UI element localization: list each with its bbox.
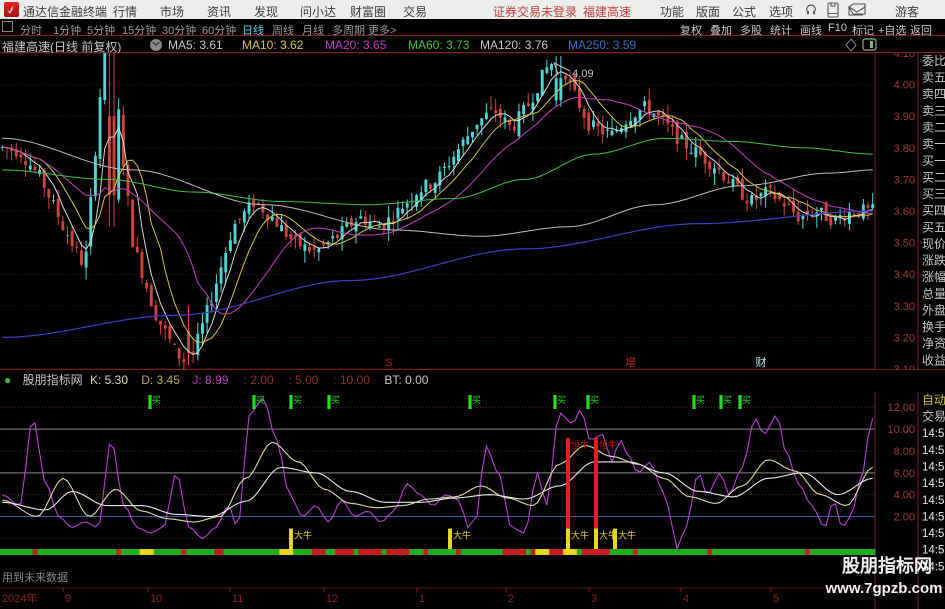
svg-text:增: 增 (625, 355, 636, 369)
svg-text:3.20: 3.20 (894, 332, 915, 344)
svg-text:外盘: 外盘 (922, 302, 945, 317)
svg-text:2: 2 (508, 593, 514, 605)
svg-text:净资: 净资 (922, 337, 945, 351)
svg-text:: 5.00: : 5.00 (288, 373, 318, 387)
svg-text:2.00: 2.00 (894, 512, 915, 524)
svg-text:4.00: 4.00 (894, 490, 915, 502)
svg-text:3.30: 3.30 (894, 301, 915, 313)
svg-text:买: 买 (557, 395, 566, 405)
svg-text:3.70: 3.70 (894, 174, 915, 186)
svg-text:收益: 收益 (922, 353, 945, 367)
svg-text:14:56: 14:56 (922, 462, 945, 474)
svg-text:自动: 自动 (922, 393, 945, 407)
svg-text:大牛: 大牛 (571, 530, 589, 541)
svg-text:14:56: 14:56 (922, 495, 945, 507)
svg-text:卖一: 卖一 (922, 137, 945, 151)
svg-text:12.00: 12.00 (887, 402, 915, 414)
svg-text:涨幅: 涨幅 (922, 269, 945, 284)
svg-text:14:56: 14:56 (922, 528, 945, 540)
svg-text:14:56: 14:56 (922, 545, 945, 557)
svg-text:买: 买 (152, 395, 161, 405)
svg-text:www.7gpzb.com: www.7gpzb.com (825, 580, 943, 597)
svg-text:1: 1 (419, 593, 425, 605)
svg-text:3.50: 3.50 (894, 238, 915, 250)
svg-text:: 2.00: : 2.00 (244, 373, 274, 387)
svg-text:总量: 总量 (922, 287, 945, 301)
svg-text:14:56: 14:56 (922, 478, 945, 490)
svg-text:大牛: 大牛 (453, 530, 471, 541)
svg-text:14:56: 14:56 (922, 445, 945, 457)
svg-text:恒牛: 恒牛 (571, 439, 589, 450)
svg-text:买五: 买五 (922, 220, 945, 234)
svg-text:BT: 0.00: BT: 0.00 (384, 373, 428, 387)
svg-text:大牛: 大牛 (294, 530, 312, 541)
svg-text:4: 4 (683, 593, 689, 605)
svg-text:买: 买 (293, 395, 302, 405)
svg-text:3: 3 (591, 593, 597, 605)
svg-text:卖五: 卖五 (922, 71, 945, 85)
svg-text:卖三: 卖三 (922, 104, 945, 118)
svg-text:用到未来数据: 用到未来数据 (2, 570, 68, 584)
svg-text:14:56: 14:56 (922, 511, 945, 523)
svg-text:4.09: 4.09 (572, 68, 593, 80)
svg-text:买: 买 (742, 395, 751, 405)
svg-text:买四: 买四 (922, 204, 945, 218)
svg-text:●: ● (4, 373, 11, 387)
svg-text:D: 3.45: D: 3.45 (141, 373, 180, 387)
svg-text:9: 9 (65, 593, 71, 605)
svg-text:10: 10 (150, 593, 162, 605)
svg-text:涨跌: 涨跌 (922, 253, 945, 268)
svg-text:买二: 买二 (922, 170, 945, 184)
svg-text:4.10: 4.10 (894, 53, 915, 60)
svg-text:恒牛: 恒牛 (599, 439, 617, 450)
svg-text:: 10.00: : 10.00 (333, 373, 370, 387)
svg-text:现价: 现价 (922, 237, 945, 251)
svg-text:卖二: 卖二 (922, 121, 945, 135)
svg-text:3.40: 3.40 (894, 269, 915, 281)
svg-text:股朋指标网: 股朋指标网 (841, 555, 932, 576)
svg-text:买: 买 (331, 395, 340, 405)
svg-text:3.60: 3.60 (894, 206, 915, 218)
svg-text:2024年: 2024年 (2, 591, 37, 605)
svg-text:交易: 交易 (922, 409, 945, 424)
svg-text:买: 买 (472, 395, 481, 405)
svg-text:大牛: 大牛 (618, 530, 636, 541)
svg-text:委比: 委比 (922, 54, 945, 68)
svg-text:3.80: 3.80 (894, 143, 915, 155)
svg-text:股朋指标网: 股朋指标网 (23, 372, 83, 387)
svg-text:换手: 换手 (922, 320, 945, 334)
svg-text:5: 5 (773, 593, 779, 605)
svg-text:S: S (385, 357, 392, 369)
svg-text:J: 8.99: J: 8.99 (192, 373, 228, 387)
svg-text:K: 5.30: K: 5.30 (90, 373, 128, 387)
svg-text:卖四: 卖四 (922, 87, 945, 101)
svg-text:买: 买 (723, 395, 732, 405)
svg-text:12: 12 (326, 593, 338, 605)
svg-text:买: 买 (696, 395, 705, 405)
svg-text:11: 11 (232, 593, 243, 605)
svg-text:6.00: 6.00 (894, 468, 915, 480)
svg-text:买三: 买三 (922, 187, 945, 201)
svg-text:10.00: 10.00 (887, 424, 915, 436)
svg-text:财: 财 (755, 355, 766, 369)
svg-text:14:56: 14:56 (922, 428, 945, 440)
svg-text:8.00: 8.00 (894, 446, 915, 458)
svg-text:买一: 买一 (922, 154, 945, 168)
svg-text:买: 买 (256, 395, 265, 405)
svg-text:4.00: 4.00 (894, 80, 915, 92)
svg-text:买: 买 (590, 395, 599, 405)
svg-text:3.90: 3.90 (894, 111, 915, 123)
